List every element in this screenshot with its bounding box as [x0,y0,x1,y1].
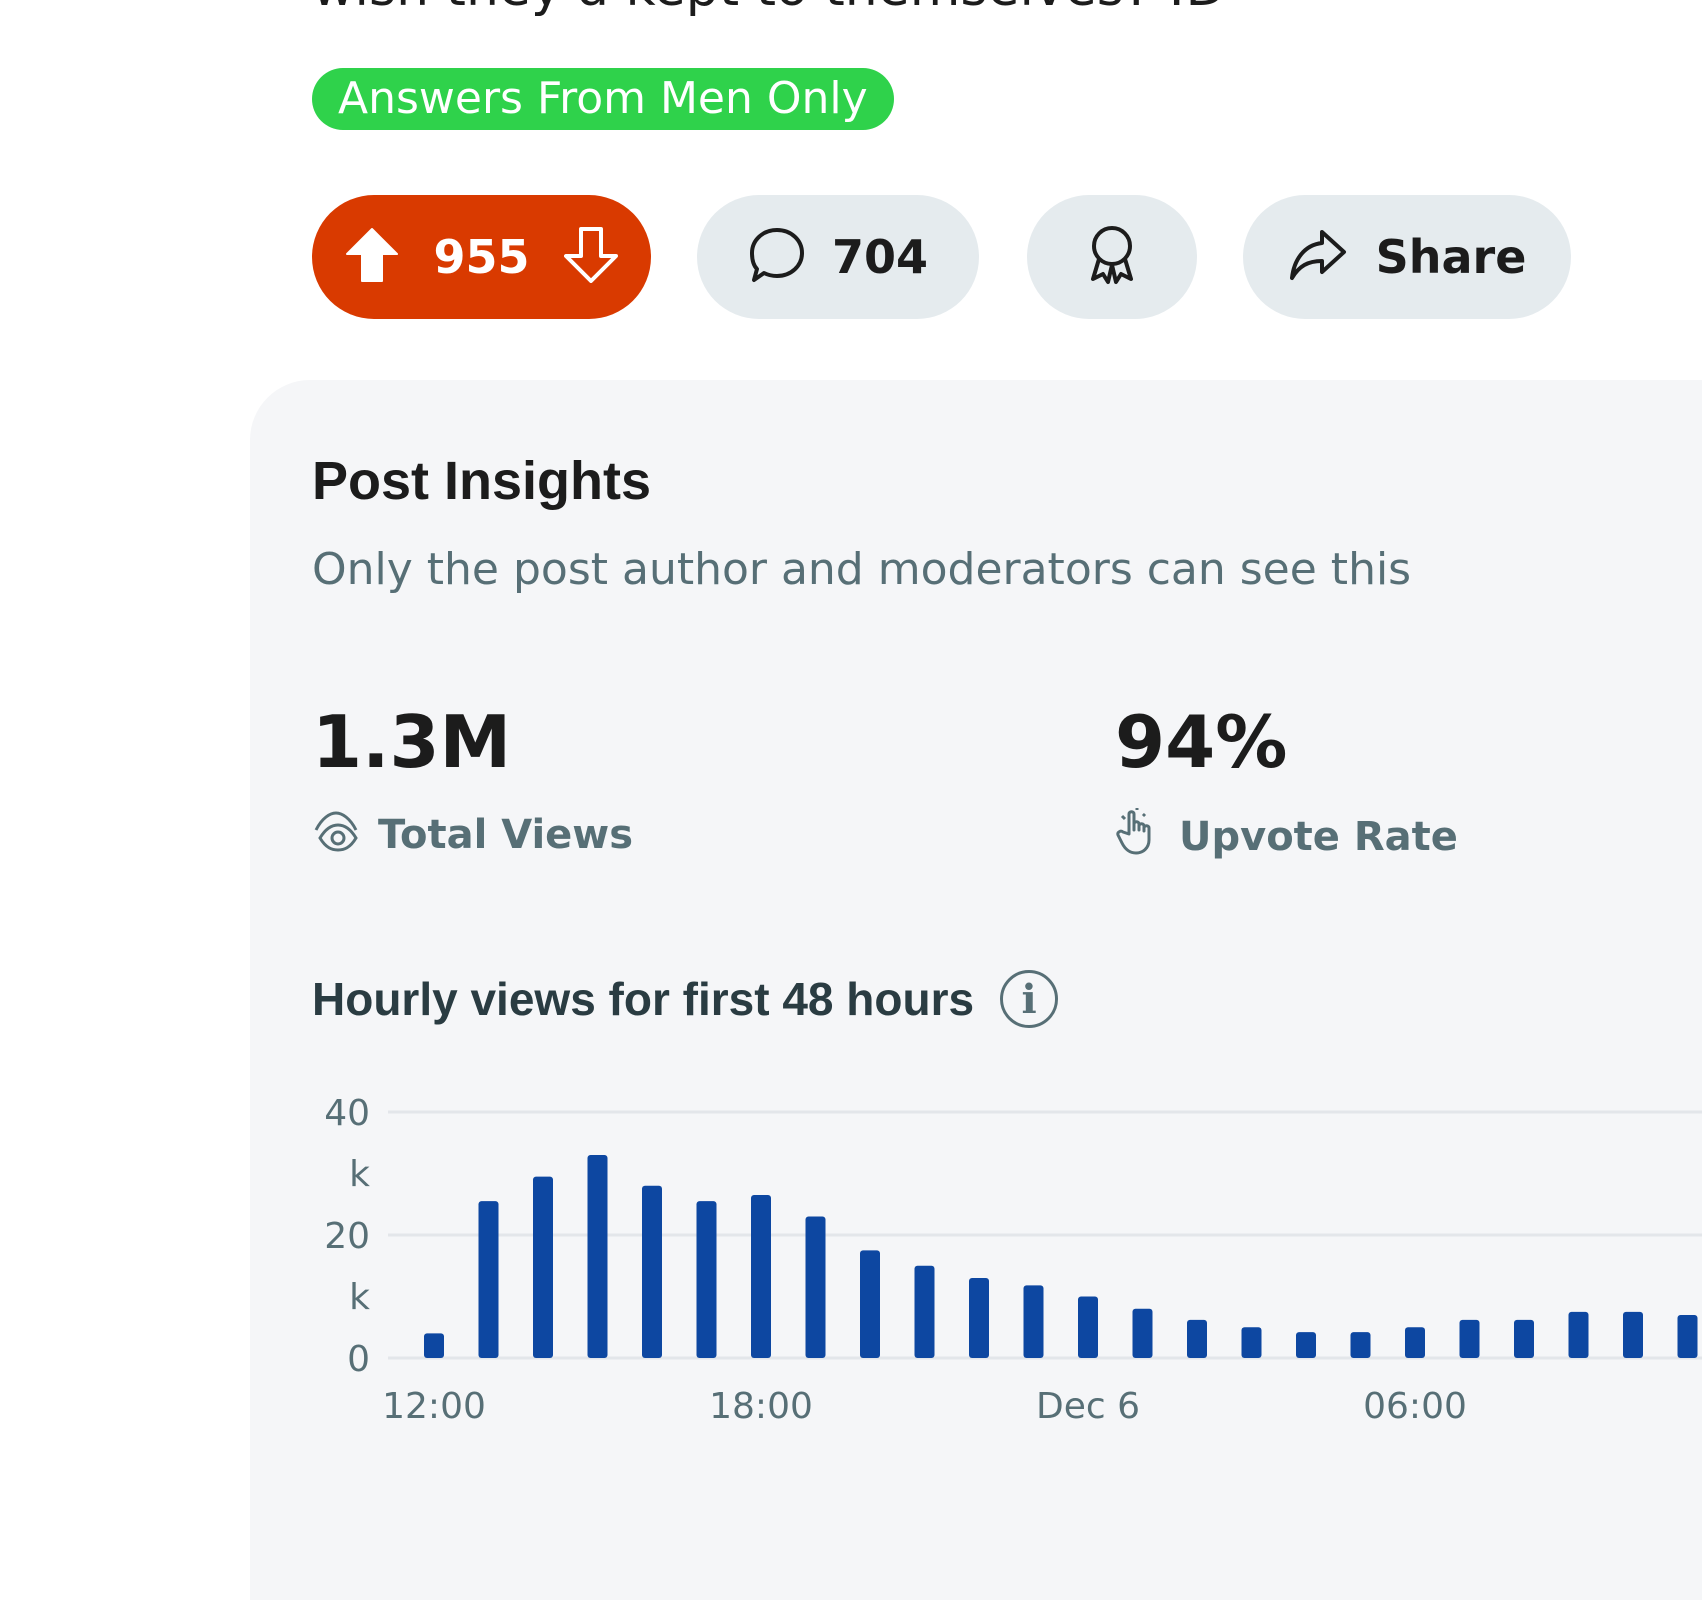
insights-subtitle: Only the post author and moderators can … [312,544,1412,595]
x-tick-label: Dec 6 [1036,1386,1140,1427]
comment-count: 704 [831,230,929,284]
y-tick-label: k [349,1277,370,1318]
y-tick-label: 20 [324,1216,370,1257]
chart-bar[interactable] [1241,1327,1262,1358]
upvote-rate-stat: Upvote Rate [1115,808,1458,866]
hand-pointer-icon [1115,808,1161,866]
downvote-icon[interactable] [563,226,618,288]
hourly-views-chart: 0 20 k 40 k 12:00 18:00 Dec 6 06:00 [324,1093,1702,1427]
award-icon [1083,224,1141,291]
y-tick-label: k [349,1154,370,1195]
y-tick-label: 40 [324,1093,370,1134]
chart-bar[interactable] [1078,1296,1098,1359]
vote-count: 955 [433,230,530,284]
chart-bar[interactable] [587,1155,608,1358]
chart-bar[interactable] [1350,1332,1371,1358]
insights-title: Post Insights [312,451,652,511]
chart-header: Hourly views for first 48 hours i [312,970,1059,1028]
chart-bar[interactable] [533,1176,553,1358]
info-icon[interactable]: i [1000,970,1059,1028]
chart-bar[interactable] [424,1333,444,1358]
chart-bar[interactable] [969,1278,989,1358]
chart-bar[interactable] [478,1201,499,1358]
chart-bar[interactable] [914,1265,935,1358]
chart-bar[interactable] [1296,1332,1316,1358]
chart-bar[interactable] [642,1185,662,1358]
chart-bar[interactable] [1677,1314,1698,1358]
share-icon [1288,228,1348,287]
upvote-rate-value: 94% [1115,700,1288,784]
insights-panel [250,380,1702,1600]
chart-bar[interactable] [1623,1311,1643,1358]
post-title: wish they'd kept to themselves? :D [312,0,1225,18]
x-tick-label: 06:00 [1363,1386,1467,1427]
chart-bar[interactable] [1568,1311,1589,1358]
upvote-icon[interactable] [345,227,399,288]
chart-bar[interactable] [860,1250,880,1358]
chart-bar[interactable] [1023,1285,1044,1358]
chart-bar[interactable] [751,1195,771,1358]
total-views-stat: Total Views [312,808,633,862]
chart-bar[interactable] [1187,1319,1207,1358]
post-flair[interactable]: Answers From Men Only [312,68,894,130]
y-tick-label: 0 [347,1339,370,1380]
chart-bar[interactable] [1459,1319,1480,1358]
chart-bar[interactable] [1514,1319,1534,1358]
share-label: Share [1375,230,1527,284]
eye-icon [312,808,360,862]
chart-bar[interactable] [1405,1327,1425,1358]
chart-bar[interactable] [805,1216,826,1358]
comments-button[interactable]: 704 [697,195,979,319]
award-button[interactable] [1027,195,1197,319]
vote-control: 955 [312,195,651,319]
chart-bar[interactable] [1132,1308,1153,1358]
total-views-label: Total Views [378,812,634,858]
chart-title: Hourly views for first 48 hours [312,973,975,1025]
share-button[interactable]: Share [1243,195,1571,319]
upvote-rate-label: Upvote Rate [1179,814,1458,860]
total-views-value: 1.3M [312,700,512,784]
x-tick-label: 12:00 [382,1386,486,1427]
comment-icon [748,226,806,289]
chart-bar[interactable] [696,1201,717,1358]
x-tick-label: 18:00 [709,1386,813,1427]
